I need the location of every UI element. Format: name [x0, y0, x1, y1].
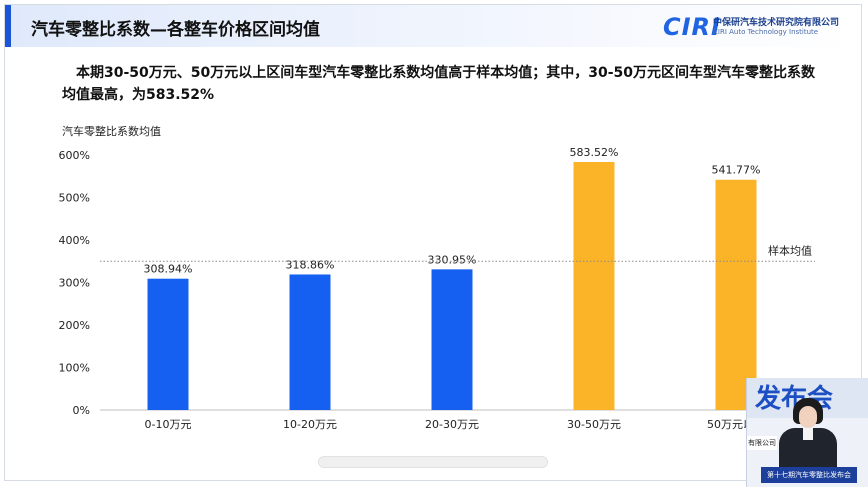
reference-line-label: 样本均值: [768, 243, 812, 257]
bar: [289, 274, 331, 410]
y-tick-label: 200%: [59, 319, 90, 332]
bar: [715, 179, 757, 410]
presenter-collar: [803, 428, 813, 440]
ciri-logo: CIRI 中保研汽车技术研究院有限公司 CIRI Auto Technology…: [663, 13, 843, 43]
y-tick-label: 0%: [73, 404, 90, 417]
x-tick-label: 20-30万元: [425, 418, 479, 431]
summary-text: 本期30-50万元、50万元以上区间车型汽车零整比系数均值高于样本均值；其中，3…: [62, 65, 816, 103]
y-tick-label: 600%: [59, 149, 90, 162]
logo-english-name: CIRI Auto Technology Institute: [713, 28, 819, 36]
data-label: 318.86%: [286, 258, 335, 271]
data-label: 330.95%: [428, 253, 477, 266]
slide-header: 汽车零整比系数—各整车价格区间均值 CIRI 中保研汽车技术研究院有限公司 CI…: [5, 5, 861, 47]
horizontal-scrollbar[interactable]: [318, 456, 548, 468]
data-label: 308.94%: [144, 263, 193, 276]
bar: [431, 269, 473, 410]
header-accent-bar: [5, 5, 11, 47]
data-label: 541.77%: [712, 164, 761, 177]
desk-name-sign: 第十七期汽车零整比发布会: [761, 467, 857, 483]
y-tick-label: 400%: [59, 234, 90, 247]
presenter-face: [799, 406, 817, 428]
x-tick-label: 0-10万元: [145, 418, 192, 431]
presenter-video-overlay: 发布会 有限公司 第十七期汽车零整比发布会: [746, 378, 868, 487]
side-sign: 有限公司: [747, 436, 777, 450]
x-tick-label: 10-20万元: [283, 418, 337, 431]
y-tick-label: 300%: [59, 277, 90, 290]
logo-mark: CIRI: [663, 13, 721, 41]
data-label: 583.52%: [570, 146, 619, 159]
bar: [147, 278, 189, 410]
logo-company-name: 中保研汽车技术研究院有限公司: [713, 18, 840, 28]
page-title: 汽车零整比系数—各整车价格区间均值: [31, 20, 320, 40]
x-tick-label: 30-50万元: [567, 418, 621, 431]
y-tick-label: 500%: [59, 192, 90, 205]
bar: [573, 162, 615, 410]
y-tick-label: 100%: [59, 362, 90, 375]
y-axis-title: 汽车零整比系数均值: [62, 125, 161, 138]
